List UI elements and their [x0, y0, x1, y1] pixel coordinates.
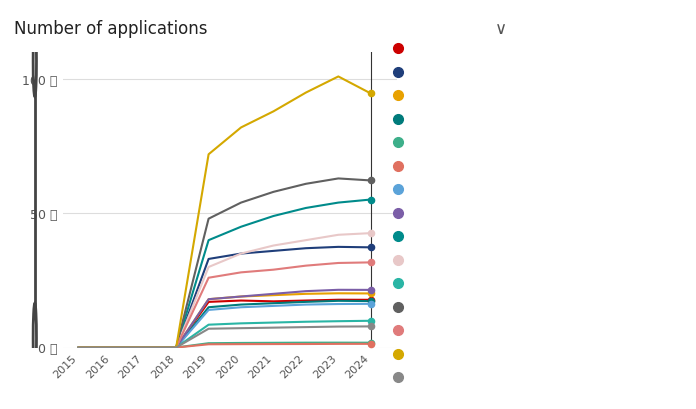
Text: 42,620: 42,620 — [661, 256, 696, 265]
Text: (CAH05) veterinary sciences: (CAH05) veterinary sciences — [529, 138, 658, 147]
Point — [365, 290, 377, 297]
Text: 31,720: 31,720 — [661, 326, 696, 335]
Text: (CAH07) physical sciences: (CAH07) physical sciences — [539, 185, 658, 194]
Text: 17,300: 17,300 — [661, 115, 696, 124]
Text: 1,360: 1,360 — [667, 162, 696, 171]
Text: (CAH13) architecture, building and planning: (CAH13) architecture, building and plann… — [458, 279, 658, 288]
Text: (CAH06) agriculture, food and related studies: (CAH06) agriculture, food and related st… — [452, 162, 658, 171]
Text: (CAH11) computing: (CAH11) computing — [569, 256, 658, 265]
Text: 55,140: 55,140 — [661, 232, 696, 241]
Text: (CAH10) engineering and technology: (CAH10) engineering and technology — [489, 232, 658, 241]
Point — [365, 298, 377, 305]
Point — [365, 318, 377, 324]
Text: Number of applications: Number of applications — [14, 20, 207, 38]
Point — [365, 197, 377, 203]
Text: 62,250: 62,250 — [661, 303, 696, 312]
Point — [365, 245, 377, 251]
Point — [365, 341, 377, 347]
Text: (CAH03) biological and sport sciences: (CAH03) biological and sport sciences — [487, 92, 658, 101]
Text: 16,270: 16,270 — [661, 185, 696, 194]
Point — [365, 259, 377, 266]
Text: 94,670: 94,670 — [661, 349, 696, 358]
Point — [365, 91, 377, 97]
Text: 37,320: 37,320 — [661, 68, 696, 77]
Text: (CAH17) business and management: (CAH17) business and management — [495, 349, 658, 358]
Text: (CAH02) subjects allied to medicine: (CAH02) subjects allied to medicine — [496, 68, 658, 77]
Text: (CAH15) social sciences: (CAH15) social sciences — [550, 303, 658, 312]
Text: 9,960: 9,960 — [667, 279, 696, 288]
Text: 17,770: 17,770 — [661, 45, 696, 54]
Point — [365, 301, 377, 308]
Text: (CAH09) mathematical sciences: (CAH09) mathematical sciences — [513, 209, 658, 218]
Circle shape — [33, 27, 36, 97]
Circle shape — [33, 303, 36, 374]
Text: 7,860: 7,860 — [667, 373, 696, 382]
Text: (CAH16) law: (CAH16) law — [602, 326, 658, 335]
Text: 20,140: 20,140 — [661, 92, 696, 101]
Text: ∨: ∨ — [495, 20, 507, 38]
Point — [365, 339, 377, 346]
Text: (CAH01) medicine and dentistry: (CAH01) medicine and dentistry — [512, 45, 658, 54]
Point — [365, 178, 377, 184]
Point — [365, 230, 377, 237]
Point — [365, 324, 377, 330]
Text: (CAH19) language and area studies: (CAH19) language and area studies — [497, 373, 658, 382]
Text: 2024: 2024 — [404, 16, 443, 30]
Point — [365, 297, 377, 303]
Text: 21,470: 21,470 — [661, 209, 696, 218]
Text: 1,790: 1,790 — [667, 138, 696, 147]
Text: (CAH04) psychology: (CAH04) psychology — [567, 115, 658, 124]
Point — [365, 287, 377, 293]
